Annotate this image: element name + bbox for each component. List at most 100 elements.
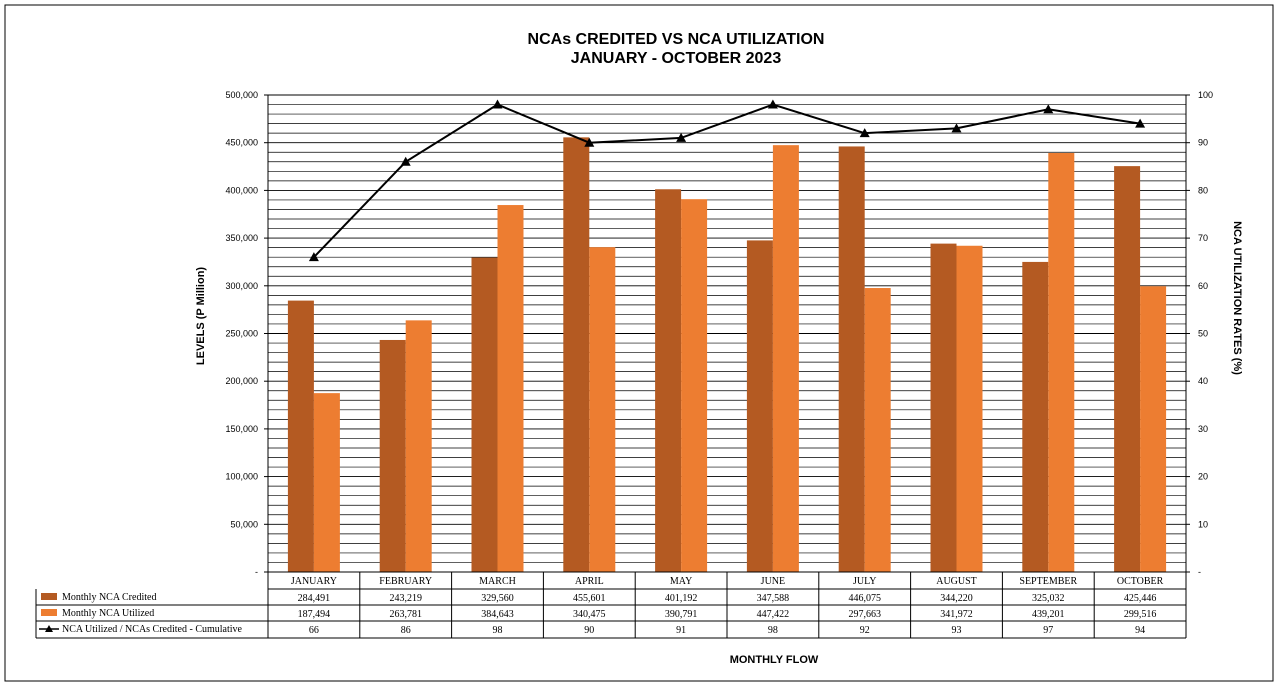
legend-marker	[45, 625, 53, 632]
table-cell: 390,791	[665, 609, 698, 620]
cumulative-point	[584, 137, 595, 147]
bar-utilized	[313, 393, 340, 572]
y2-tick-label: 30	[1198, 424, 1208, 434]
category-label: SEPTEMBER	[1019, 576, 1077, 587]
table-cell: 297,663	[848, 609, 881, 620]
data-table: JANUARY FEBRUARY MARCH APRIL MAY JUNE JULY AUGU…	[35, 571, 1187, 639]
table-cell: 455,601	[573, 593, 606, 604]
y2-tick-label: 100	[1198, 90, 1213, 100]
cumulative-point	[308, 252, 319, 262]
bar-credited	[1114, 166, 1141, 572]
bar-credited	[930, 243, 957, 572]
chart-subtitle: JANUARY - OCTOBER 2023	[571, 50, 782, 67]
y-tick-label: 350,000	[225, 233, 258, 243]
cumulative-point	[859, 128, 870, 138]
table-cell: 263,781	[389, 609, 422, 620]
cumulative-point	[1135, 118, 1146, 128]
bar-utilized	[864, 288, 891, 572]
bar-utilized	[1140, 286, 1167, 572]
y2-tick-label: 70	[1198, 233, 1208, 243]
y-tick-label: -	[255, 567, 258, 577]
table-cell: 447,422	[757, 609, 790, 620]
legend-swatch	[41, 593, 57, 600]
table-cell: 341,972	[940, 609, 973, 620]
table-cell: 92	[860, 625, 870, 636]
category-label: APRIL	[575, 576, 604, 587]
table-cell: 284,491	[298, 593, 331, 604]
bar-credited	[1022, 261, 1049, 572]
bar-utilized	[772, 145, 799, 572]
cumulative-series-line	[313, 103, 1141, 258]
table-cell: 446,075	[848, 593, 881, 604]
category-label: OCTOBER	[1117, 576, 1164, 587]
category-label: JUNE	[761, 576, 785, 587]
bar-credited	[746, 240, 773, 572]
y-tick-label: 450,000	[225, 138, 258, 148]
bar-credited	[471, 257, 498, 572]
y2-tick-label: 10	[1198, 519, 1208, 529]
y2-tick-label: -	[1198, 567, 1201, 577]
table-cell: 98	[493, 625, 503, 636]
cumulative-point	[1043, 104, 1054, 114]
y2-tick-label: 20	[1198, 472, 1208, 482]
bar-utilized	[1048, 153, 1075, 572]
table-cell: 66	[309, 625, 319, 636]
y-tick-label: 250,000	[225, 329, 258, 339]
category-label: AUGUST	[936, 576, 977, 587]
table-cell: 86	[401, 625, 411, 636]
legend-label: Monthly NCA Utilized	[62, 608, 154, 619]
y2-tick-label: 80	[1198, 185, 1208, 195]
bar-credited	[379, 339, 406, 572]
table-cell: 329,560	[481, 593, 514, 604]
y2-axis-ticks: - 10 20 30 40 50 60 70 80 90 100	[1186, 90, 1213, 577]
x-axis-label: MONTHLY FLOW	[730, 654, 819, 666]
table-cell: 344,220	[940, 593, 973, 604]
table-cell: 90	[584, 625, 594, 636]
cumulative-point	[767, 99, 778, 109]
y2-tick-label: 50	[1198, 329, 1208, 339]
bar-credited	[838, 146, 865, 572]
bars	[287, 137, 1167, 573]
table-cell: 340,475	[573, 609, 606, 620]
table-cell: 93	[952, 625, 962, 636]
y-tick-label: 300,000	[225, 281, 258, 291]
bar-credited	[655, 189, 682, 573]
bar-utilized	[956, 245, 983, 572]
bar-utilized	[405, 320, 432, 572]
y-tick-label: 400,000	[225, 185, 258, 195]
y-tick-label: 500,000	[225, 90, 258, 100]
bar-credited	[287, 300, 314, 572]
cumulative-point	[951, 123, 962, 133]
cumulative-point	[400, 156, 411, 166]
chart-title: NCAs CREDITED VS NCA UTILIZATION	[528, 31, 825, 48]
table-cell: 187,494	[298, 609, 331, 620]
table-cell: 384,643	[481, 609, 514, 620]
bar-utilized	[589, 247, 616, 573]
y-tick-label: 50,000	[230, 519, 258, 529]
y2-axis-label: NCA UTILIZATION RATES (%)	[1231, 221, 1243, 375]
table-cell: 401,192	[665, 593, 698, 604]
y-axis-ticks: - 50,000 100,000 150,000 200,000 250,000 300,0…	[225, 90, 268, 577]
cumulative-point	[676, 132, 687, 142]
table-cell: 94	[1135, 625, 1145, 636]
y-tick-label: 200,000	[225, 376, 258, 386]
table-cell: 243,219	[389, 593, 422, 604]
bar-credited	[563, 137, 590, 573]
legend-label: Monthly NCA Credited	[62, 592, 156, 603]
y2-tick-label: 90	[1198, 138, 1208, 148]
y-tick-label: 100,000	[225, 472, 258, 482]
legend-swatch	[41, 609, 57, 616]
category-label: MAY	[670, 576, 692, 587]
bar-utilized	[497, 205, 524, 572]
legend-label: NCA Utilized / NCAs Credited - Cumulativ…	[62, 624, 243, 635]
cumulative-line	[308, 99, 1146, 262]
table-cell: 97	[1043, 625, 1053, 636]
table-cell: 299,516	[1124, 609, 1157, 620]
category-label: JANUARY	[291, 576, 337, 587]
table-cell: 425,446	[1124, 593, 1157, 604]
table-cell: 91	[676, 625, 686, 636]
category-label: FEBRUARY	[379, 576, 432, 587]
category-label: JULY	[853, 576, 876, 587]
table-cell: 347,588	[757, 593, 790, 604]
